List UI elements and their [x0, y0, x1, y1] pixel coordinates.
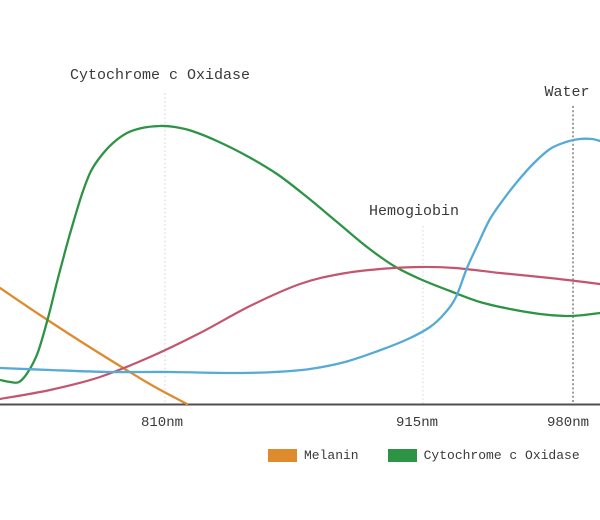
legend-item-melanin: Melanin — [268, 448, 359, 463]
x-tick-980nm: 980nm — [546, 415, 590, 431]
hemogiobin-curve — [0, 265, 600, 401]
x-tick-915nm: 915nm — [395, 415, 439, 431]
annotation-cytochrome-c-oxidase: Cytochrome c Oxidase — [69, 67, 251, 84]
water-curve — [0, 137, 600, 375]
legend: Melanin Cytochrome c Oxidase — [268, 448, 580, 463]
legend-swatch-melanin — [268, 449, 297, 462]
legend-swatch-cytochrome — [387, 449, 417, 462]
legend-label-melanin: Melanin — [304, 448, 359, 463]
cytochrome-c-oxidase-curve — [0, 124, 600, 384]
melanin-curve — [0, 286, 189, 406]
legend-item-cytochrome: Cytochrome c Oxidase — [387, 448, 580, 463]
annotation-hemoglobin: Hemogiobin — [368, 203, 460, 220]
x-tick-810nm: 810nm — [140, 415, 184, 431]
legend-label-cytochrome: Cytochrome c Oxidase — [423, 448, 580, 463]
annotation-water: Water — [544, 84, 590, 101]
